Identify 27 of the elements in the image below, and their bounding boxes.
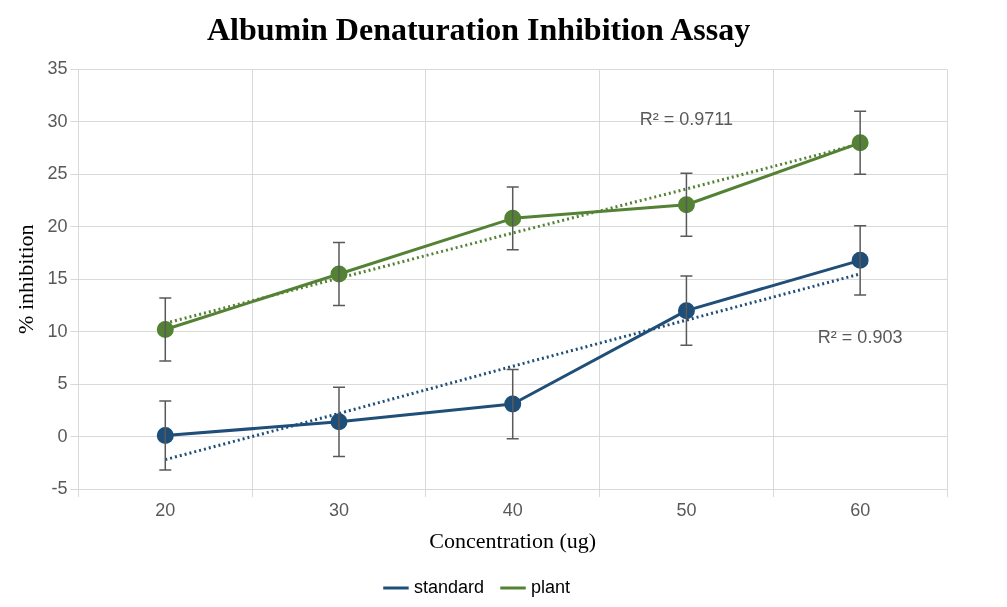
annotation: R² = 0.9711 (639, 108, 734, 129)
chart-title: Albumin Denaturation Inhibition Assay (206, 11, 751, 48)
legend-label: plant (531, 576, 571, 597)
y-axis-title: % inhibition (12, 224, 38, 334)
y-tick-label: 10 (47, 320, 68, 341)
y-tick-label: 25 (47, 163, 68, 184)
annotation: R² = 0.903 (817, 326, 903, 347)
x-tick-label: 40 (502, 499, 523, 520)
x-tick-label: 20 (155, 499, 176, 520)
y-tick-label: 35 (47, 58, 68, 79)
y-tick-label: 20 (47, 215, 68, 236)
y-tick-label: 30 (47, 110, 68, 131)
y-tick-label: 15 (47, 268, 68, 289)
y-tick-label: 5 (57, 373, 68, 394)
x-tick-label: 60 (850, 499, 871, 520)
point (156, 321, 174, 339)
x-tick-label: 30 (328, 499, 350, 520)
y-tick-label: 0 (57, 425, 68, 446)
x-tick-label: 50 (676, 499, 697, 520)
x-axis-title: Concentration (ug) (429, 527, 597, 553)
point (156, 427, 174, 444)
point (504, 209, 522, 227)
legend-label: standard (413, 576, 485, 597)
point (504, 395, 522, 413)
point (677, 196, 695, 214)
y-tick-label: -5 (51, 477, 68, 498)
point (677, 302, 695, 320)
